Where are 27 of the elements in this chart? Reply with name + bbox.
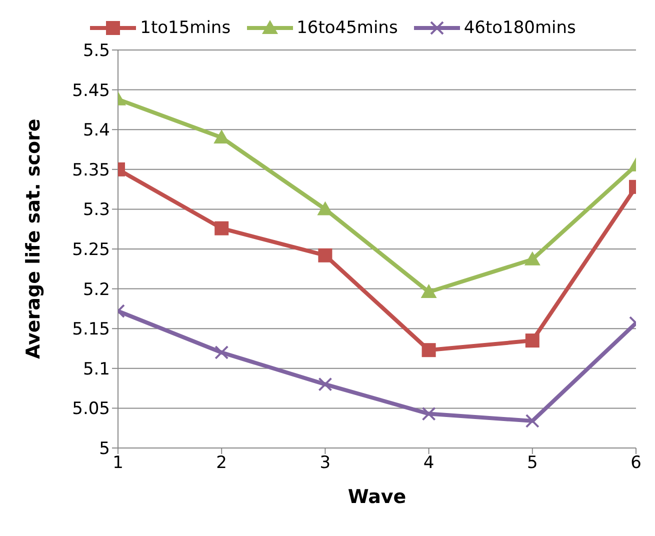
point <box>422 343 436 358</box>
legend-label: 16to45mins <box>296 18 398 38</box>
y-tick-label: 5.2 <box>82 280 110 300</box>
y-tick-label: 5.4 <box>82 120 110 141</box>
y-tick-label: 5.1 <box>82 359 110 380</box>
x-tick-label: 3 <box>320 453 331 474</box>
x-tick-label: 4 <box>423 453 434 474</box>
y-axis-title: Average life sat. score <box>22 118 45 359</box>
y-tick-label: 5.25 <box>72 240 110 260</box>
point <box>422 406 436 421</box>
x-tick-label: 5 <box>526 453 538 474</box>
x-tick-label: 6 <box>630 453 642 474</box>
point <box>318 248 332 262</box>
x-tick-label: 1 <box>112 453 124 474</box>
x-tick-label: 2 <box>216 453 228 474</box>
y-tick-label: 5 <box>99 439 110 460</box>
y-tick-label: 5.3 <box>82 200 110 220</box>
legend-label: 46to180mins <box>462 18 576 38</box>
point <box>420 284 437 298</box>
y-tick-label: 5.35 <box>72 160 110 180</box>
point <box>318 377 332 392</box>
legend-label: 1to15mins <box>139 18 231 38</box>
x-axis-title: Wave <box>348 486 406 508</box>
y-tick-label: 5.15 <box>72 320 110 340</box>
y-tick-label: 5.45 <box>72 80 110 101</box>
y-tick-label: 5.05 <box>72 399 110 420</box>
y-tick-label: 5.5 <box>82 41 110 62</box>
